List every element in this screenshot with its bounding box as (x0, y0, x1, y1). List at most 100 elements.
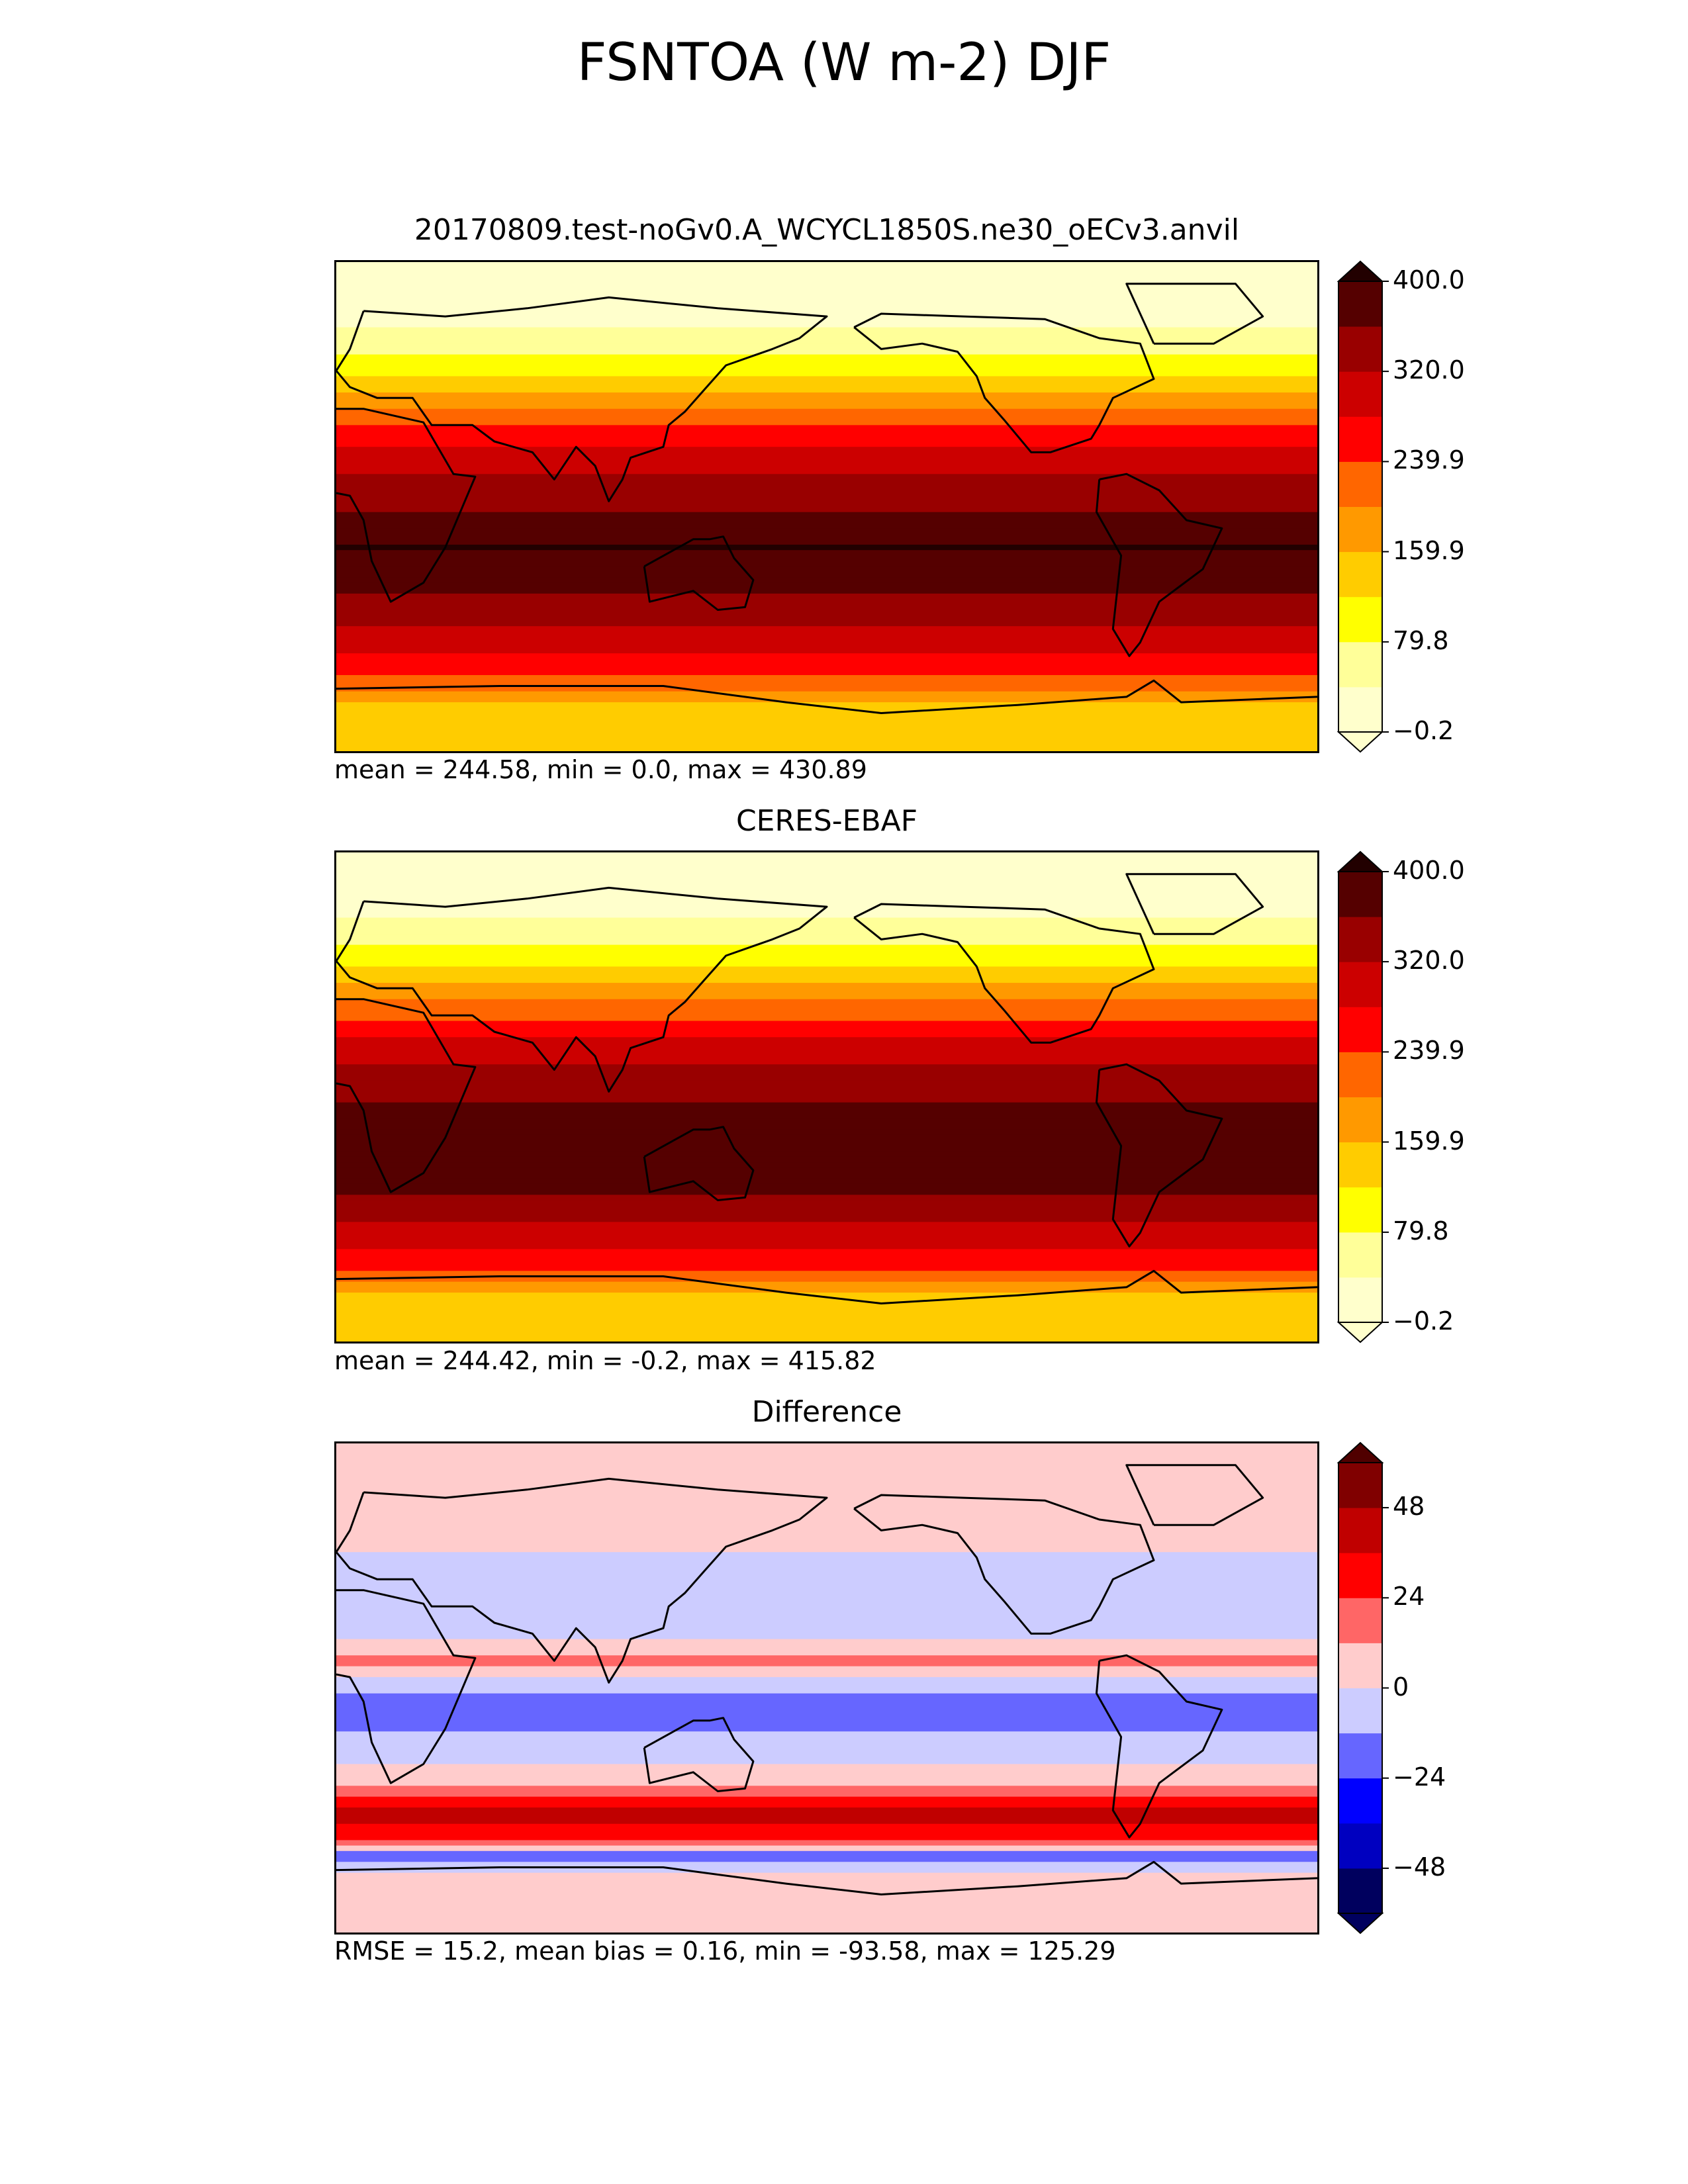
field-band (336, 1026, 1317, 1032)
field-band (336, 1015, 1317, 1022)
field-band (336, 1650, 1317, 1657)
field-band (336, 631, 1317, 638)
field-band (336, 1786, 1317, 1792)
colorbar-svg (1337, 850, 1389, 1343)
field-band (336, 1449, 1317, 1455)
field-band (336, 1216, 1317, 1223)
field-band (336, 365, 1317, 372)
field-band (336, 561, 1317, 567)
colorbar-segment (1338, 281, 1382, 327)
field-band (336, 533, 1317, 540)
colorbar-svg (1337, 1441, 1389, 1934)
field-band (336, 735, 1317, 741)
field-band (336, 1823, 1317, 1830)
field-band (336, 528, 1317, 535)
field-band (336, 381, 1317, 388)
field-band (336, 907, 1317, 913)
field-band (336, 1276, 1317, 1283)
field-band (336, 723, 1317, 730)
field-band (336, 295, 1317, 301)
colorbar-segment (1338, 686, 1382, 733)
field-band (336, 1927, 1317, 1933)
field-band (336, 1535, 1317, 1542)
map-field-model (336, 262, 1317, 751)
field-band (336, 1151, 1317, 1158)
field-band (336, 1525, 1317, 1531)
colorbar-segment (1338, 1007, 1382, 1052)
field-band (336, 593, 1317, 600)
field-band (336, 490, 1317, 496)
field-band (336, 1584, 1317, 1591)
stats-model: mean = 244.58, min = 0.0, max = 430.89 (334, 755, 867, 784)
field-band (336, 1287, 1317, 1293)
field-band (336, 1590, 1317, 1596)
colorbar-segment (1338, 551, 1382, 598)
field-band (336, 1454, 1317, 1461)
colorbar-segment (1338, 1778, 1382, 1824)
field-band (336, 615, 1317, 621)
field-band (336, 359, 1317, 366)
field-band (336, 550, 1317, 557)
field-band (336, 267, 1317, 274)
field-band (336, 387, 1317, 393)
field-band (336, 1628, 1317, 1635)
field-band (336, 582, 1317, 589)
colorbar-tick-label: 24 (1393, 1582, 1425, 1612)
colorbar-extend-max (1337, 1441, 1384, 1463)
colorbar-tick-label: 400.0 (1393, 265, 1465, 295)
field-band (336, 890, 1317, 897)
field-band (336, 680, 1317, 687)
field-band (336, 1889, 1317, 1895)
field-band (336, 1059, 1317, 1066)
map-obs (334, 850, 1319, 1343)
field-band (336, 1254, 1317, 1261)
field-band (336, 868, 1317, 875)
coastline-1 (336, 408, 477, 603)
field-band (336, 1336, 1317, 1342)
colorbar-tick-label: 79.8 (1393, 1216, 1449, 1246)
field-band (336, 1118, 1317, 1125)
field-band (336, 745, 1317, 751)
field-band (336, 457, 1317, 464)
field-band (336, 1704, 1317, 1711)
coastline-6 (336, 679, 1317, 714)
coastline-3 (853, 903, 1155, 1044)
colorbar-extend-max (1337, 850, 1384, 872)
field-band (336, 544, 1317, 551)
coastline-0 (336, 1477, 828, 1684)
field-band (336, 262, 1317, 269)
field-band (336, 1086, 1317, 1093)
field-band (336, 1547, 1317, 1553)
field-band (336, 1606, 1317, 1613)
field-band (336, 610, 1317, 616)
field-band (336, 934, 1317, 940)
field-band (336, 273, 1317, 279)
field-band (336, 588, 1317, 594)
field-band (336, 1595, 1317, 1602)
field-band (336, 1693, 1317, 1700)
field-band (336, 1205, 1317, 1212)
coastline-3 (853, 1494, 1155, 1635)
field-band (336, 283, 1317, 290)
field-band (336, 858, 1317, 864)
field-band (336, 912, 1317, 919)
colorbar-segment (1338, 371, 1382, 417)
field-band (336, 1486, 1317, 1493)
field-band (336, 1872, 1317, 1879)
field-band (336, 1503, 1317, 1510)
field-band (336, 1210, 1317, 1217)
colorbar-segment (1338, 1097, 1382, 1143)
field-band (336, 435, 1317, 442)
field-band (336, 1134, 1317, 1141)
field-band (336, 1791, 1317, 1797)
field-band (336, 1622, 1317, 1629)
field-band (336, 664, 1317, 670)
colorbar-segment (1338, 416, 1382, 462)
field-band (336, 1677, 1317, 1684)
colorbar-segment (1338, 1553, 1382, 1598)
field-band (336, 1862, 1317, 1868)
coastline-4 (1096, 1654, 1223, 1839)
field-band (336, 523, 1317, 529)
field-band (336, 414, 1317, 420)
colorbar-segment (1338, 506, 1382, 553)
